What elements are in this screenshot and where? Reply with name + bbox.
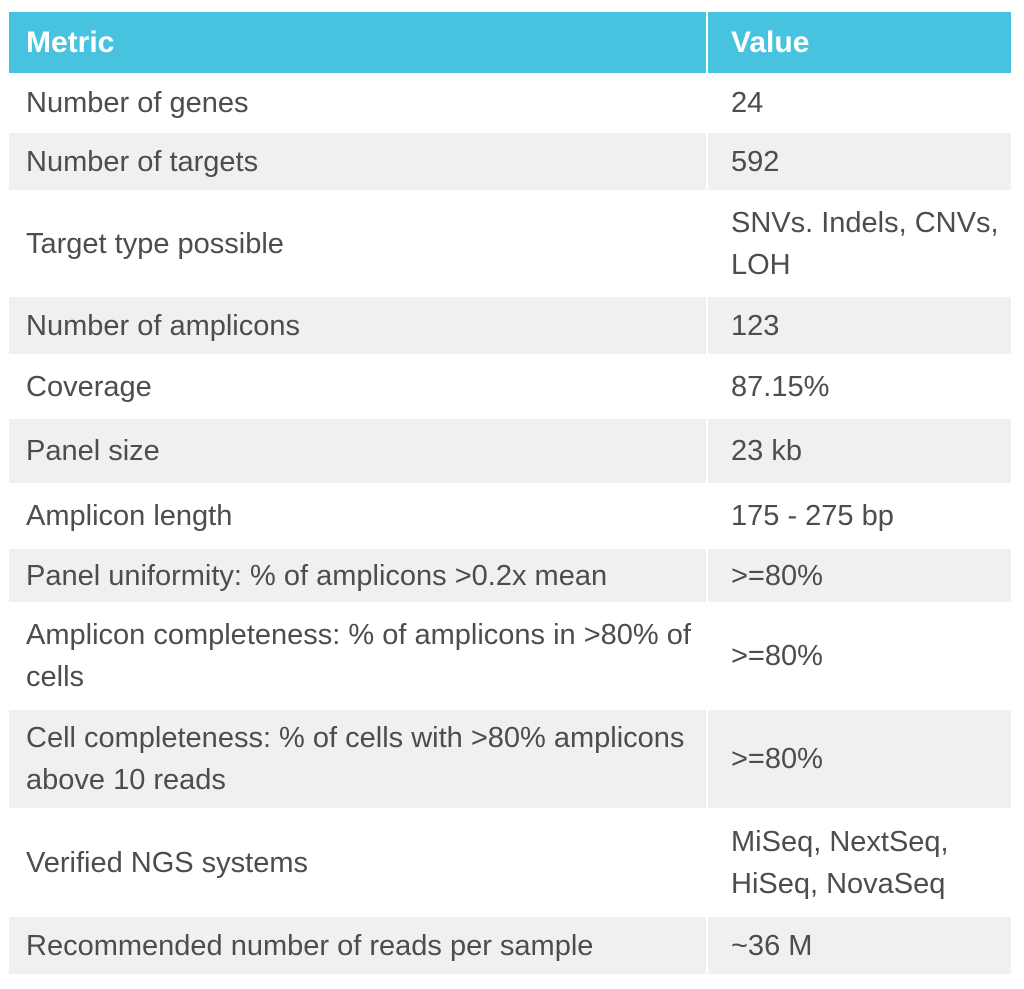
row-metric: Recommended number of reads per sample — [9, 917, 706, 974]
row-value: 592 — [708, 133, 1011, 190]
row-value: 24 — [708, 73, 1011, 133]
row-metric: Verified NGS systems — [9, 808, 706, 917]
row-metric: Panel uniformity: % of amplicons >0.2x m… — [9, 549, 706, 602]
row-value: SNVs. Indels, CNVs, LOH — [708, 190, 1011, 297]
metrics-table: Metric Value Number of genes 24 Number o… — [9, 12, 1011, 974]
row-metric: Number of amplicons — [9, 297, 706, 354]
header-value: Value — [708, 12, 1011, 73]
row-value: >=80% — [708, 549, 1011, 602]
row-value: MiSeq, NextSeq, HiSeq, NovaSeq — [708, 808, 1011, 917]
row-value: 175 - 275 bp — [708, 483, 1011, 549]
row-metric: Amplicon completeness: % of amplicons in… — [9, 602, 706, 710]
row-value: >=80% — [708, 602, 1011, 710]
row-metric: Panel size — [9, 419, 706, 483]
row-metric: Target type possible — [9, 190, 706, 297]
row-metric: Amplicon length — [9, 483, 706, 549]
row-value: 87.15% — [708, 354, 1011, 419]
row-value: ~36 M — [708, 917, 1011, 974]
row-value: 23 kb — [708, 419, 1011, 483]
row-metric: Coverage — [9, 354, 706, 419]
row-value: >=80% — [708, 710, 1011, 808]
row-metric: Number of targets — [9, 133, 706, 190]
row-value: 123 — [708, 297, 1011, 354]
header-metric: Metric — [9, 12, 706, 73]
row-metric: Cell completeness: % of cells with >80% … — [9, 710, 706, 808]
row-metric: Number of genes — [9, 73, 706, 133]
